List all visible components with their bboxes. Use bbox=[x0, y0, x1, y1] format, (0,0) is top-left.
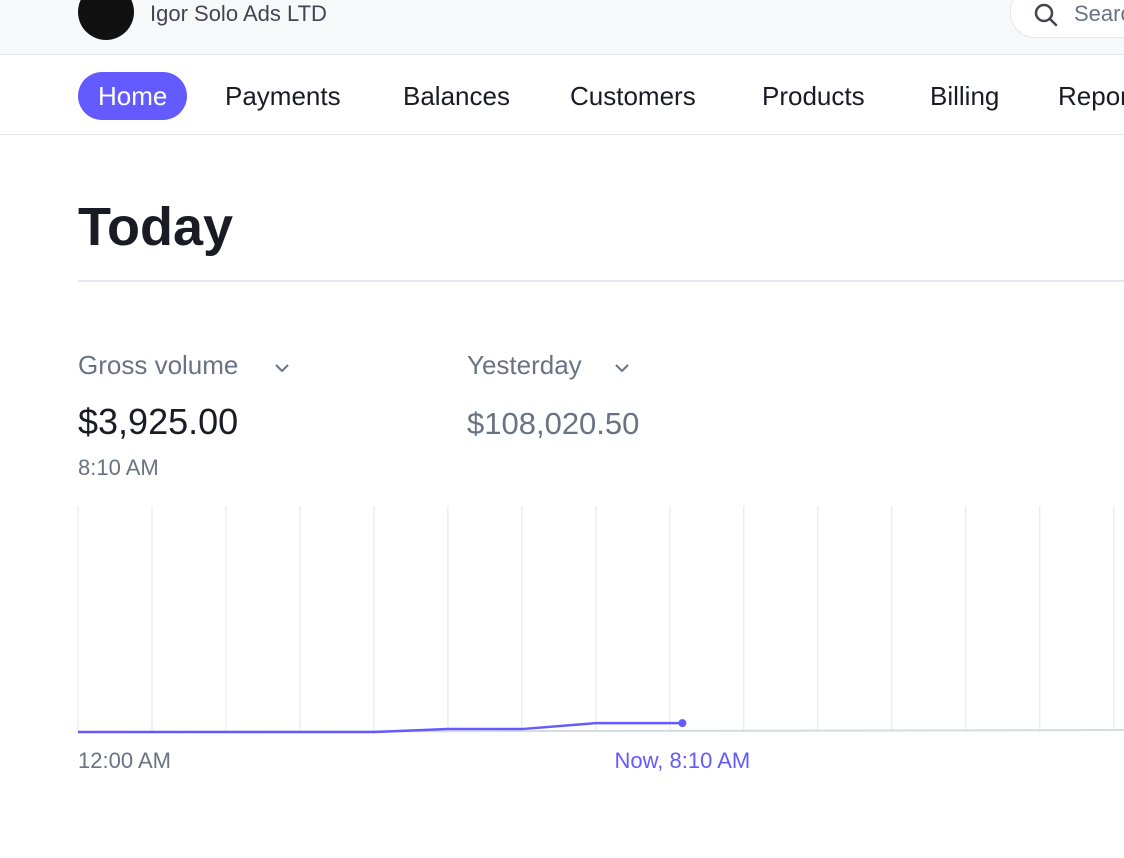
search-box[interactable] bbox=[1010, 0, 1124, 38]
now-dot bbox=[678, 719, 687, 728]
nav-item[interactable]: Customers bbox=[570, 81, 696, 111]
search-icon bbox=[1034, 3, 1058, 27]
nav-item[interactable]: Payments bbox=[225, 81, 341, 111]
chevron[interactable] bbox=[612, 358, 632, 378]
metric-label[interactable]: Yesterday bbox=[467, 350, 582, 380]
nav-item[interactable]: Reports bbox=[1058, 81, 1124, 111]
search-placeholder[interactable]: Search bbox=[1074, 1, 1124, 26]
today-line bbox=[78, 721, 683, 734]
x-axis-label: Now, 8:10 AM bbox=[614, 748, 750, 773]
nav-divider bbox=[0, 134, 1124, 135]
divider bbox=[78, 280, 1124, 282]
metric-value: $3,925.00 bbox=[78, 401, 239, 442]
chevron[interactable] bbox=[272, 358, 292, 378]
nav-item[interactable]: Balances bbox=[403, 81, 510, 111]
x-axis-label: 12:00 AM bbox=[78, 748, 171, 773]
page-title: Today bbox=[78, 197, 234, 257]
metric-label[interactable]: Gross volume bbox=[78, 350, 239, 380]
nav-item[interactable]: Home bbox=[78, 72, 188, 120]
metric-time: 8:10 AM bbox=[78, 455, 159, 480]
nav-item[interactable]: Billing bbox=[930, 81, 1000, 111]
account-name[interactable]: Igor Solo Ads LTD bbox=[150, 1, 327, 26]
nav-item[interactable]: Products bbox=[762, 81, 865, 111]
metric-value: $108,020.50 bbox=[467, 406, 640, 441]
top-bar bbox=[0, 0, 1124, 55]
